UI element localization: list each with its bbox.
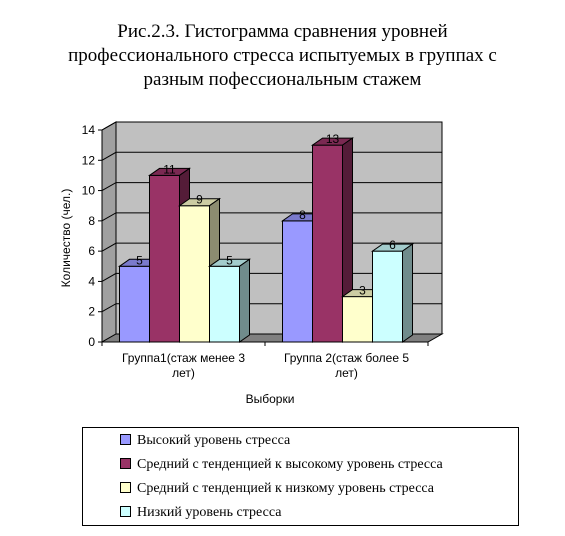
legend-label-high: Высокий уровень стресса — [137, 433, 291, 448]
y-tick-label: 12 — [82, 153, 96, 167]
legend-item-mid-low: Средний с тенденцией к низкому уровень с… — [120, 479, 434, 499]
side-wall — [101, 121, 117, 343]
y-tick-label: 2 — [88, 305, 95, 319]
bars — [117, 137, 415, 343]
chart-title: Рис.2.3. Гистограмма сравнения уровней п… — [30, 20, 535, 92]
title-line-3: разным пофессиональным стажем — [143, 69, 422, 90]
y-tick-label: 10 — [82, 184, 96, 198]
data-labels: 5 11 9 5 8 13 3 6 — [136, 132, 396, 297]
data-label: 6 — [389, 238, 396, 252]
legend-item-high: Высокий уровень стресса — [120, 431, 290, 451]
bar-side — [402, 243, 413, 343]
legend-label-mid-low: Средний с тенденцией к низкому уровень с… — [137, 481, 435, 496]
data-label: 5 — [226, 253, 233, 267]
y-tick-label: 8 — [88, 214, 95, 228]
data-label: 5 — [136, 253, 143, 267]
x-tick-label: Группа1(стаж менее 3 — [122, 351, 245, 365]
bar-front — [179, 205, 210, 343]
legend: Высокий уровень стресса Средний с тенден… — [82, 427, 519, 526]
bar-front — [342, 296, 373, 343]
bar-front — [119, 265, 150, 343]
legend-item-mid-high: Средний с тенденцией к высокому уровень … — [120, 455, 443, 475]
title-line-1: Рис.2.3. Гистограмма сравнения уровней — [117, 21, 448, 42]
legend-label-mid-high: Средний с тенденцией к высокому уровень … — [137, 457, 443, 472]
legend-label-low: Низкий уровень стресса — [137, 505, 282, 520]
data-label: 11 — [163, 162, 176, 176]
x-tick-label: лет) — [172, 366, 195, 380]
y-tick-label: 0 — [88, 335, 95, 349]
bar — [370, 243, 415, 343]
bar — [207, 258, 252, 343]
legend-swatch-mid-high — [120, 458, 131, 470]
title-line-2: профессионального стресса испытуемых в г… — [68, 45, 497, 66]
bar-front — [209, 265, 240, 343]
x-axis-label: Выборки — [246, 392, 295, 406]
legend-swatch-mid-low — [120, 482, 131, 494]
y-tick-label: 6 — [88, 244, 95, 258]
bar-side — [239, 258, 250, 343]
bar-front — [149, 174, 180, 343]
x-tick-label: лет) — [335, 366, 358, 380]
data-label: 8 — [299, 208, 306, 222]
bar-front — [312, 144, 343, 343]
y-tick-label: 4 — [88, 274, 95, 288]
data-label: 9 — [196, 193, 203, 207]
data-label: 3 — [359, 284, 366, 298]
data-label: 13 — [326, 132, 340, 146]
x-tick-label: Группа 2(стаж более 5 — [284, 351, 409, 365]
y-axis-label: Количество (чел.) — [59, 189, 73, 288]
legend-swatch-low — [120, 506, 131, 518]
bar-front — [282, 220, 313, 343]
y-tick-label: 14 — [82, 123, 96, 137]
bar-front — [372, 250, 403, 343]
gridline — [101, 121, 442, 131]
legend-item-low: Низкий уровень стресса — [120, 503, 281, 523]
legend-swatch-high — [120, 434, 131, 446]
